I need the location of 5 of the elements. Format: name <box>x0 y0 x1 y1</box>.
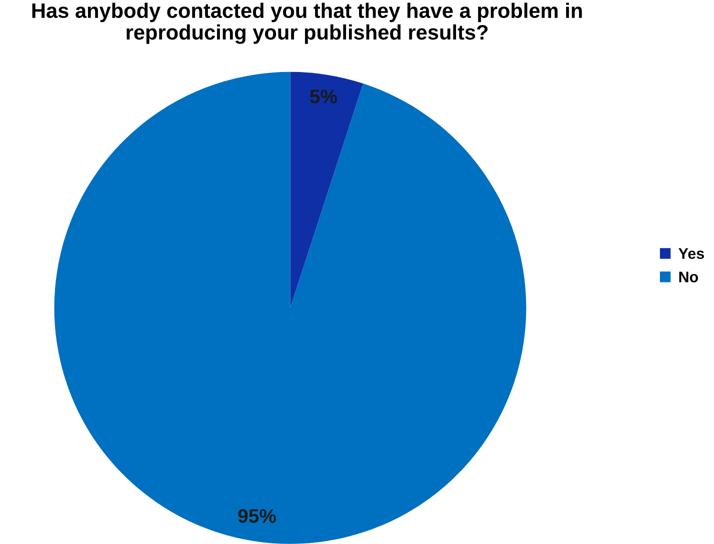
legend-label: No <box>679 272 698 282</box>
data-label: 5% <box>310 90 338 104</box>
chart-title: Has anybody contacted you that they have a problem in reproducing your published results? <box>32 2 582 44</box>
data-label: 95% <box>238 509 276 523</box>
legend-label: Yes <box>678 248 704 259</box>
